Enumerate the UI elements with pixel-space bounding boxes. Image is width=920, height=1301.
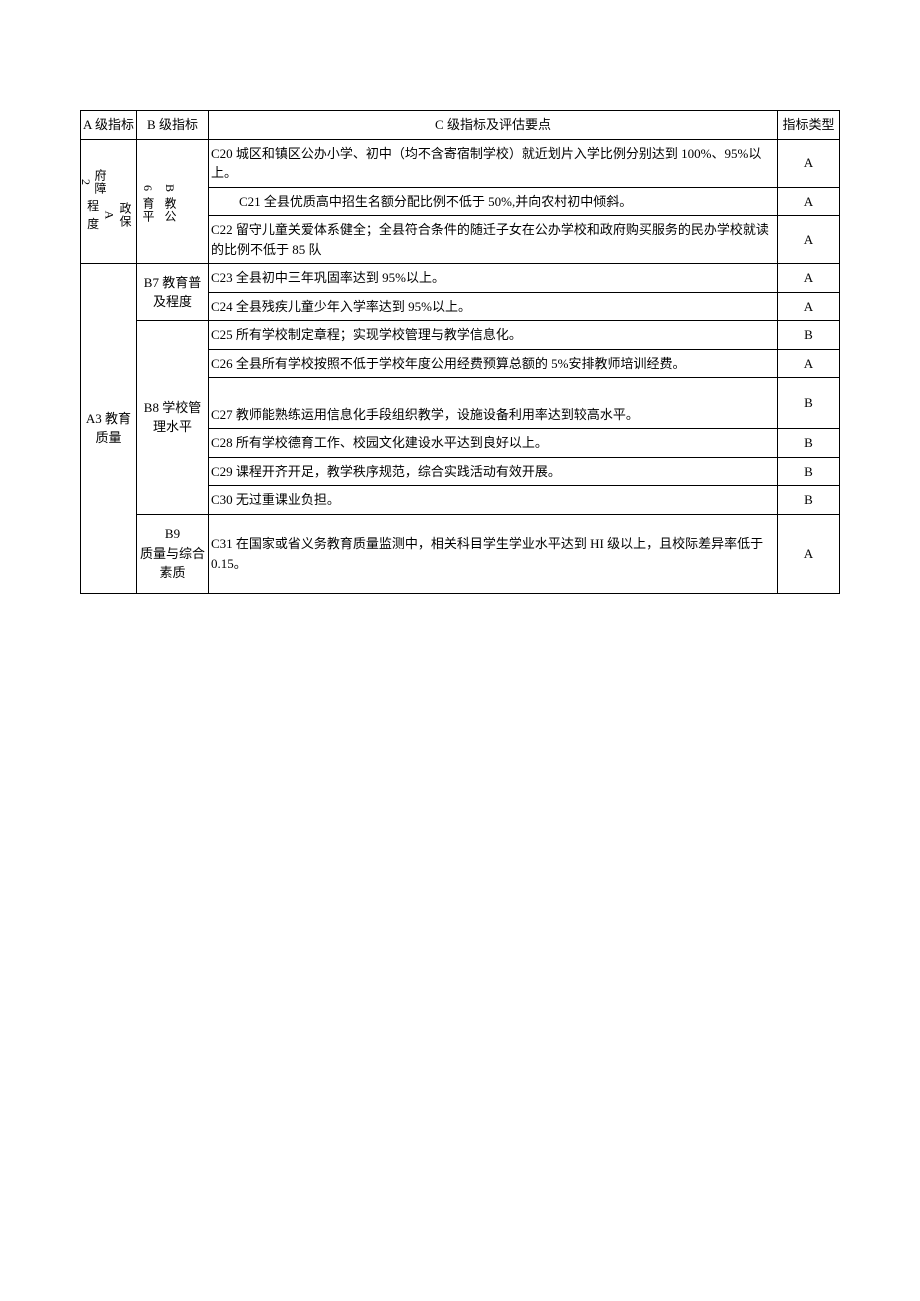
table-row: B8 学校管理水平 C25 所有学校制定章程；实现学校管理与教学信息化。 B — [81, 321, 840, 350]
header-a: A 级指标 — [81, 111, 137, 140]
type-cell: A — [778, 264, 840, 293]
type-cell: B — [778, 457, 840, 486]
c-cell: C28 所有学校德育工作、校园文化建设水平达到良好以上。 — [209, 429, 778, 458]
type-cell: B — [778, 321, 840, 350]
c-cell: C30 无过重课业负担。 — [209, 486, 778, 515]
c-cell: C21 全县优质高中招生名额分配比例不低于 50%,并向农村初中倾斜。 — [209, 187, 778, 216]
b-level-cell: B7 教育普及程度 — [137, 264, 209, 321]
c-cell: C25 所有学校制定章程；实现学校管理与教学信息化。 — [209, 321, 778, 350]
header-d: 指标类型 — [778, 111, 840, 140]
c-cell: C29 课程开齐开足，教学秩序规范，综合实践活动有效开展。 — [209, 457, 778, 486]
a-level-cell: 2府障 程度A政保 — [81, 139, 137, 264]
type-cell: A — [778, 139, 840, 187]
type-cell: A — [778, 292, 840, 321]
type-cell: B — [778, 378, 840, 429]
c-cell: C23 全县初中三年巩固率达到 95%以上。 — [209, 264, 778, 293]
c-cell: C22 留守儿童关爱体系健全；全县符合条件的随迁子女在公办学校和政府购买服务的民… — [209, 216, 778, 264]
c-cell: C26 全县所有学校按照不低于学校年度公用经费预算总额的 5%安排教师培训经费。 — [209, 349, 778, 378]
b-level-cell: B8 学校管理水平 — [137, 321, 209, 515]
header-c: C 级指标及评估要点 — [209, 111, 778, 140]
c-cell: C27 教师能熟练运用信息化手段组织教学，设施设备利用率达到较高水平。 — [209, 378, 778, 429]
table-row: B9 质量与综合 素质 C31 在国家或省义务教育质量监测中，相关科目学生学业水… — [81, 514, 840, 593]
type-cell: B — [778, 486, 840, 515]
header-row: A 级指标 B 级指标 C 级指标及评估要点 指标类型 — [81, 111, 840, 140]
b-level-cell: 6育平 B教公 — [137, 139, 209, 264]
type-cell: A — [778, 216, 840, 264]
type-cell: B — [778, 429, 840, 458]
a-level-cell: A3 教育质量 — [81, 264, 137, 594]
evaluation-table: A 级指标 B 级指标 C 级指标及评估要点 指标类型 2府障 程度A政保 6育… — [80, 110, 840, 594]
c-cell: C24 全县残疾儿童少年入学率达到 95%以上。 — [209, 292, 778, 321]
table-row: A3 教育质量 B7 教育普及程度 C23 全县初中三年巩固率达到 95%以上。… — [81, 264, 840, 293]
type-cell: A — [778, 514, 840, 593]
c-cell: C20 城区和镇区公办小学、初中（均不含寄宿制学校）就近划片入学比例分别达到 1… — [209, 139, 778, 187]
b-level-cell: B9 质量与综合 素质 — [137, 514, 209, 593]
header-b: B 级指标 — [137, 111, 209, 140]
type-cell: A — [778, 349, 840, 378]
type-cell: A — [778, 187, 840, 216]
table-row: 2府障 程度A政保 6育平 B教公 C20 城区和镇区公办小学、初中（均不含寄宿… — [81, 139, 840, 187]
c-cell: C31 在国家或省义务教育质量监测中，相关科目学生学业水平达到 HI 级以上，且… — [209, 514, 778, 593]
